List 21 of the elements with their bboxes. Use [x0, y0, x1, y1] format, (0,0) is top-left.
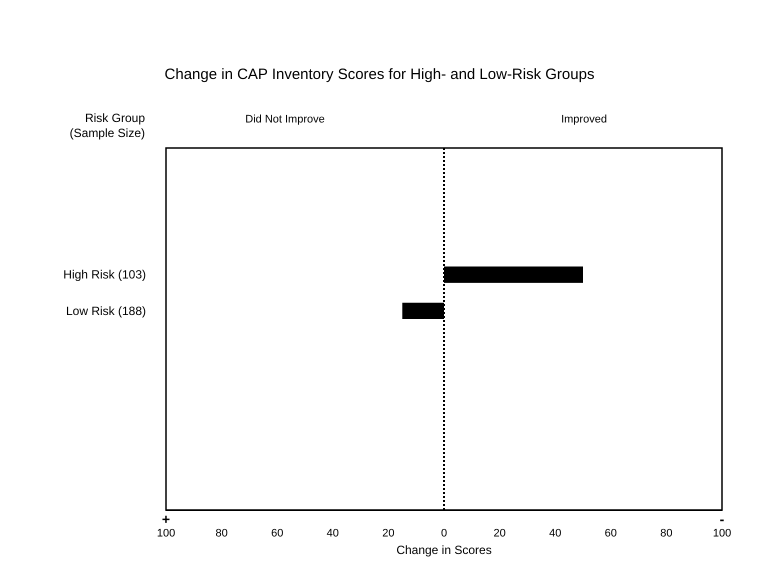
chart-title: Change in CAP Inventory Scores for High- and Low-Risk Groups	[164, 66, 594, 83]
x-tick-label: 0	[440, 528, 448, 540]
y-tick-label: High Risk (103)	[63, 268, 146, 282]
x-tick-label: 20	[382, 528, 395, 540]
text: Did Not Improve	[245, 114, 325, 126]
x-tick-label: 60	[271, 528, 284, 540]
x-tick-label: 20	[493, 528, 506, 540]
text: (Sample Size)	[70, 126, 145, 140]
text: +	[162, 511, 170, 527]
x-tick-label: 40	[549, 528, 562, 540]
y-tick-label: Low Risk (188)	[66, 304, 146, 318]
x-tick-label: 40	[326, 528, 339, 540]
x-tick-label: 80	[660, 528, 673, 540]
x-tick-label: 100	[712, 528, 732, 540]
text: -	[720, 511, 725, 527]
text: Risk Group	[84, 111, 146, 125]
x-tick-label: 60	[604, 528, 617, 540]
text: Improved	[561, 114, 607, 126]
x-axis-title: Change in Scores	[396, 542, 492, 557]
x-tick-label: 100	[156, 528, 176, 540]
x-tick-label: 80	[215, 528, 228, 540]
